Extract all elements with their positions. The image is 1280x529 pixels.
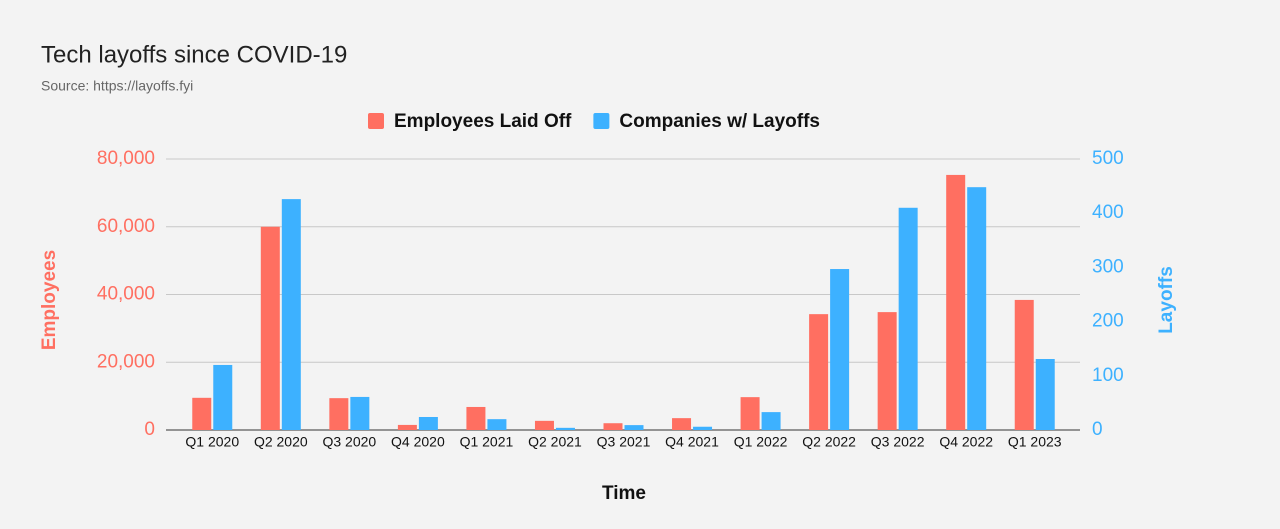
y2-tick-label: 100: [1092, 365, 1124, 386]
x-tick-label: Q3 2020: [322, 434, 376, 450]
bar: [213, 364, 233, 430]
bar: [397, 424, 417, 430]
y2-tick-label: 0: [1092, 419, 1103, 440]
bar: [809, 314, 829, 430]
bar: [534, 420, 554, 430]
bar: [967, 187, 987, 430]
x-tick-label: Q3 2021: [597, 434, 651, 450]
bar: [672, 418, 692, 430]
bar: [603, 423, 623, 430]
legend-label: Companies w/ Layoffs: [619, 111, 820, 132]
bar: [192, 397, 212, 430]
legend-swatch: [593, 113, 610, 129]
y2-tick-label: 300: [1092, 256, 1124, 277]
x-tick-label: Q1 2021: [460, 434, 514, 450]
bar: [418, 416, 438, 430]
bar: [624, 425, 644, 430]
y-tick-label: 0: [144, 419, 155, 440]
bar: [1035, 358, 1055, 430]
y2-tick-label: 500: [1092, 148, 1124, 169]
y-axis-label: Employees: [39, 250, 60, 350]
x-axis-label: Time: [602, 483, 646, 504]
bar: [830, 269, 850, 430]
chart-title: Tech layoffs since COVID-19: [41, 41, 347, 68]
bar: [555, 427, 575, 430]
bar: [466, 406, 486, 430]
bar: [693, 426, 713, 430]
x-tick-label: Q2 2021: [528, 434, 582, 450]
y-tick-label: 40,000: [97, 284, 155, 305]
x-tick-label: Q1 2020: [185, 434, 239, 450]
x-tick-label: Q4 2022: [939, 434, 993, 450]
x-tick-label: Q2 2022: [802, 434, 856, 450]
bar: [761, 412, 781, 430]
x-tick-label: Q2 2020: [254, 434, 308, 450]
bar: [281, 199, 301, 430]
bar: [487, 419, 507, 430]
bar: [877, 312, 897, 430]
bar: [260, 226, 280, 430]
bar: [1014, 299, 1034, 430]
y-tick-label: 60,000: [97, 216, 155, 237]
bar: [740, 397, 760, 430]
y2-tick-label: 200: [1092, 311, 1124, 332]
x-tick-label: Q4 2021: [665, 434, 719, 450]
x-tick-label: Q4 2020: [391, 434, 445, 450]
legend-label: Employees Laid Off: [394, 111, 572, 132]
y2-axis-label: Layoffs: [1156, 266, 1177, 334]
y-tick-label: 80,000: [97, 148, 155, 169]
legend-swatch: [368, 113, 384, 129]
chart-subtitle: Source: https://layoffs.fyi: [41, 78, 193, 94]
x-tick-label: Q3 2022: [871, 434, 925, 450]
x-tick-label: Q1 2022: [734, 434, 788, 450]
y2-tick-label: 400: [1092, 202, 1124, 223]
x-tick-label: Q1 2023: [1008, 434, 1062, 450]
bar: [329, 398, 349, 430]
y-tick-label: 20,000: [97, 351, 155, 372]
bar: [946, 174, 966, 430]
bar: [898, 207, 918, 430]
bar: [350, 396, 370, 430]
